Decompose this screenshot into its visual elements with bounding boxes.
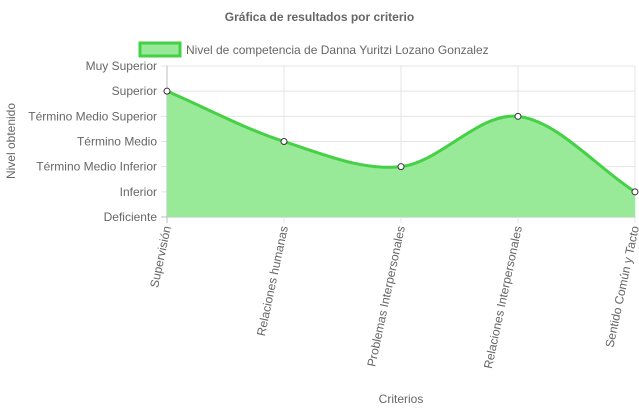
data-point[interactable] — [163, 87, 171, 95]
y-tick-label: Muy Superior — [86, 59, 157, 73]
legend-label[interactable]: Nivel de competencia de Danna Yuritzi Lo… — [186, 43, 489, 57]
series-fill — [167, 91, 635, 217]
y-axis-ticks: Deficiente Inferior Término Medio Inferior… — [28, 59, 157, 224]
data-point[interactable] — [397, 163, 405, 171]
x-tick-label: Relaciones humanas — [254, 225, 291, 338]
y-tick-label: Inferior — [120, 185, 157, 199]
y-tick-label: Superior — [112, 84, 157, 98]
data-points[interactable] — [163, 87, 639, 196]
y-axis-label: Nivel obtenido — [4, 103, 18, 179]
x-tick-label: Sentido Común y Tacto — [602, 224, 639, 348]
x-tick-label: Relaciones Interpersonales — [481, 225, 525, 370]
data-point[interactable] — [631, 188, 639, 196]
x-tick-label: Supervisión — [147, 225, 174, 289]
legend[interactable]: Nivel de competencia de Danna Yuritzi Lo… — [138, 41, 489, 58]
x-axis-label: Criterios — [379, 392, 424, 406]
y-tick-label: Término Medio Superior — [28, 109, 157, 123]
data-point[interactable] — [280, 138, 288, 145]
chart-title: Gráfica de resultados por criterio — [225, 10, 414, 24]
legend-swatch[interactable] — [138, 41, 182, 58]
y-tick-label: Término Medio — [77, 135, 157, 149]
y-tick-label: Término Medio Inferior — [36, 160, 157, 174]
data-point[interactable] — [514, 112, 522, 120]
x-tick-label: Problemas Interpersonales — [364, 225, 408, 368]
x-axis-ticks: Supervisión Relaciones humanas Problemas I… — [147, 224, 639, 369]
y-tick-label: Deficiente — [104, 210, 158, 224]
